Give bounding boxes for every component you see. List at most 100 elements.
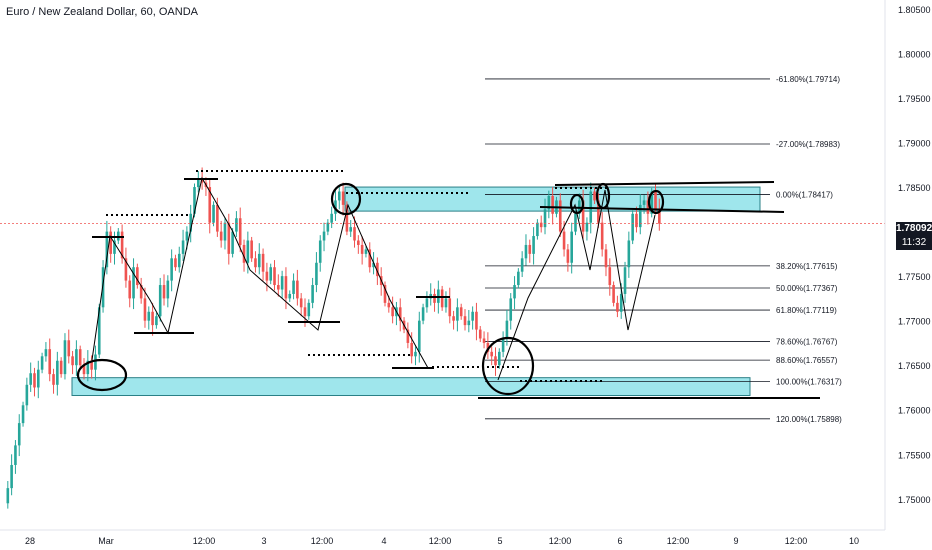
candle-body (120, 231, 124, 259)
time-tick-label: 3 (261, 536, 266, 546)
candle-body (635, 213, 638, 228)
fibonacci-layer: -61.80%(1.79714) -27.00%(1.78983) 0.00%(1.… (485, 75, 842, 424)
candle-body (132, 267, 135, 299)
time-tick-label: Mar (98, 536, 114, 546)
candle-body (471, 311, 474, 321)
time-tick-label: 12:00 (311, 536, 334, 546)
candle-body (459, 307, 463, 317)
candle-body (593, 191, 596, 201)
candle-body (238, 218, 242, 245)
candle-body (284, 276, 288, 299)
fib-level-label: -61.80%(1.79714) (776, 75, 840, 84)
candle-body (585, 222, 589, 232)
candle-body (486, 342, 490, 352)
candle-body (56, 360, 59, 385)
candle-body (311, 285, 314, 303)
fib-level-label: 120.00%(1.75898) (776, 415, 842, 424)
candle-body (273, 267, 276, 286)
candle-body (139, 285, 143, 299)
candle-body (490, 351, 493, 357)
trend-line (554, 181, 775, 186)
candle-body (59, 360, 63, 375)
candle-body (318, 240, 322, 263)
circle-annotation (569, 193, 585, 215)
candle-body (52, 374, 55, 385)
candle-body (417, 320, 421, 352)
candle-body (532, 236, 535, 254)
candle-body (509, 298, 513, 321)
candle-body (322, 231, 326, 241)
candle-body (520, 258, 524, 272)
candle-body (307, 302, 311, 317)
candle-body (619, 293, 623, 312)
candle-body (177, 253, 181, 268)
candle-body (600, 222, 604, 250)
price-tick-label: 1.80500 (898, 5, 931, 15)
candle-body (517, 271, 520, 286)
candle-body (597, 200, 600, 223)
time-tick-label: 12:00 (667, 536, 690, 546)
candle-body (113, 240, 116, 254)
candle-body (440, 289, 444, 308)
candle-body (570, 231, 573, 263)
candle-body (71, 356, 74, 366)
candle-body (265, 271, 269, 281)
candle-body (14, 445, 17, 465)
candle-body (505, 320, 509, 339)
candle-body (212, 204, 215, 223)
time-tick-label: 4 (381, 536, 386, 546)
candle-body (143, 298, 147, 321)
candle-body (280, 276, 284, 290)
time-tick-label: 9 (733, 536, 738, 546)
candle-body (257, 253, 261, 268)
candle-body (337, 191, 341, 201)
candle-body (277, 285, 280, 290)
candle-body (185, 231, 189, 241)
price-tick-label: 1.78500 (898, 183, 931, 193)
candle-body (109, 231, 112, 254)
candle-body (227, 222, 231, 254)
candle-body (128, 280, 132, 299)
fib-level-label: 100.00%(1.76317) (776, 378, 842, 387)
candle-body (349, 227, 353, 232)
time-tick-label: 6 (617, 536, 622, 546)
candle-body (482, 338, 486, 343)
candle-body (235, 218, 238, 232)
candle-body (155, 316, 158, 326)
zigzag-line-right (497, 189, 656, 381)
candle-body (17, 423, 21, 446)
candle-body (406, 329, 410, 343)
candle-body (547, 195, 551, 210)
candle-body (536, 222, 539, 237)
candle-body (642, 200, 646, 205)
candle-body (467, 320, 471, 326)
candle-body (269, 267, 272, 281)
circle-annotation (330, 182, 362, 216)
candle-body (498, 351, 501, 366)
candle-body (246, 240, 250, 263)
candle-body (97, 307, 101, 355)
fib-level-label: 78.60%(1.76767) (776, 337, 838, 346)
candle-body (261, 253, 265, 272)
candle-body (330, 213, 333, 223)
time-tick-label: 12:00 (429, 536, 452, 546)
candle-body (36, 369, 40, 388)
candle-body (612, 285, 615, 303)
candle-body (82, 365, 86, 375)
demand-zone (71, 377, 751, 396)
candle-body (650, 191, 653, 214)
price-tick-label: 1.79500 (898, 94, 931, 104)
candle-body (391, 307, 394, 317)
candle-body (616, 302, 619, 312)
candle-body (421, 307, 425, 321)
price-tick-label: 1.75000 (898, 495, 931, 505)
candle-body (658, 209, 661, 224)
candle-body (376, 262, 379, 277)
candle-body (296, 280, 299, 299)
price-tick-label: 1.77500 (898, 272, 931, 282)
candle-body (623, 267, 627, 294)
candle-body (581, 200, 585, 232)
candle-body (463, 316, 467, 326)
